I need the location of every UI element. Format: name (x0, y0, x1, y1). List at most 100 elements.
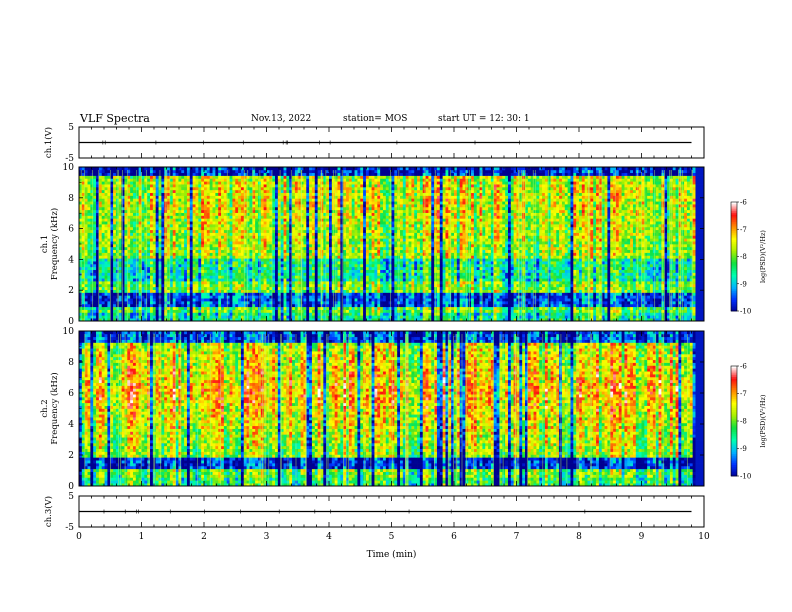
spectrogram-cell (90, 221, 93, 224)
spectrogram-cell (88, 178, 91, 181)
spectrogram-cell (93, 278, 96, 281)
spectrogram-cell (161, 315, 164, 318)
spectrogram-cell (144, 287, 147, 290)
spectrogram-cell (156, 307, 159, 310)
spectrogram-cell (99, 292, 102, 295)
spectrogram-cell (124, 290, 127, 293)
spectrogram-cell (153, 253, 156, 256)
spectrogram-cell (90, 275, 93, 278)
spectrogram-cell (113, 241, 116, 244)
spectrogram-cell (90, 250, 93, 253)
spectrogram-cell (99, 196, 102, 199)
spectrogram-cell (130, 310, 133, 313)
spectrogram-cell (133, 193, 136, 196)
spectrogram-cell (156, 218, 159, 221)
spectrogram-cell (147, 312, 150, 315)
spectrogram-cell (102, 315, 105, 318)
spectrogram-cell (85, 287, 88, 290)
spectrogram-cell (170, 281, 173, 284)
spectrogram-cell (170, 247, 173, 250)
spectrogram-cell (133, 227, 136, 230)
spectrogram-cell (124, 275, 127, 278)
spectrogram-cell (99, 193, 102, 196)
spectrogram-cell (133, 247, 136, 250)
spectrogram-cell (113, 290, 116, 293)
spectrogram-cell (90, 173, 93, 176)
spectrogram-cell (136, 315, 139, 318)
spectrogram-cell (105, 270, 108, 273)
spectrogram-cell (124, 204, 127, 207)
spectrogram-cell (88, 258, 91, 261)
spectrogram-cell (142, 233, 145, 236)
spectrogram-cell (133, 230, 136, 233)
spectrogram-cell (85, 227, 88, 230)
spectrogram-cell (119, 201, 122, 204)
spectrogram-cell (130, 267, 133, 270)
spectrogram-cell (90, 176, 93, 179)
spectrogram-cell (119, 292, 122, 295)
spectrogram-cell (113, 307, 116, 310)
spectrogram-cell (133, 184, 136, 187)
spectrogram-cell (136, 213, 139, 216)
spectrogram-cell (150, 173, 153, 176)
spectrogram-cell (90, 273, 93, 276)
spectrogram-cell (85, 261, 88, 264)
spectrogram-cell (102, 244, 105, 247)
spectrogram-cell (99, 267, 102, 270)
spectrogram-cell (142, 198, 145, 201)
spectrogram-cell (110, 173, 113, 176)
spectrogram-cell (124, 241, 127, 244)
spectrogram-cell (150, 241, 153, 244)
spectrogram-cell (153, 261, 156, 264)
spectrogram-cell (156, 201, 159, 204)
spectrogram-cell (99, 198, 102, 201)
spectrogram-cell (102, 275, 105, 278)
spectrogram-cell (113, 253, 116, 256)
spectrogram-cell (99, 218, 102, 221)
spectrogram-cell (122, 301, 125, 304)
spectrogram-cell (144, 178, 147, 181)
spectrogram-cell (105, 298, 108, 301)
spectrogram-cell (85, 295, 88, 298)
spectrogram-cell (113, 278, 116, 281)
spectrogram-cell (119, 310, 122, 313)
spectrogram-cell (142, 184, 145, 187)
spectrogram-cell (88, 218, 91, 221)
spectrogram-cell (147, 193, 150, 196)
spectrogram-cell (153, 281, 156, 284)
spectrogram-cell (136, 233, 139, 236)
spectrogram-cell (147, 224, 150, 227)
spectrogram-cell (102, 238, 105, 241)
spectrogram-cell (144, 215, 147, 218)
spectrogram-cell (102, 198, 105, 201)
spectrogram-cell (122, 204, 125, 207)
spectrogram-cell (88, 244, 91, 247)
spectrogram-cell (130, 178, 133, 181)
spectrogram-cell (161, 253, 164, 256)
spectrogram-cell (147, 241, 150, 244)
spectrogram-cell (119, 215, 122, 218)
spectrogram-cell (88, 287, 91, 290)
spectrogram-cell (161, 190, 164, 193)
spectrogram-cell (102, 264, 105, 267)
spectrogram-cell (150, 196, 153, 199)
spectrogram-cell (119, 207, 122, 210)
spectrogram-cell (130, 204, 133, 207)
spectrogram-cell (144, 301, 147, 304)
spectrogram-cell (90, 290, 93, 293)
spectrogram-cell (122, 213, 125, 216)
spectrogram-cell (156, 255, 159, 258)
spectrogram-cell (110, 267, 113, 270)
spectrogram-cell (124, 173, 127, 176)
spectrogram-cell (130, 187, 133, 190)
spectrogram-cell (147, 295, 150, 298)
spectrogram-cell (153, 173, 156, 176)
spectrogram-cell (93, 201, 96, 204)
spectrogram-cell (142, 312, 145, 315)
spectrogram-cell (88, 235, 91, 238)
spectrogram-cell (88, 253, 91, 256)
spectrogram-cell (161, 255, 164, 258)
spectrogram-cell (110, 193, 113, 196)
spectrogram-cell (122, 250, 125, 253)
spectrogram-cell (93, 292, 96, 295)
